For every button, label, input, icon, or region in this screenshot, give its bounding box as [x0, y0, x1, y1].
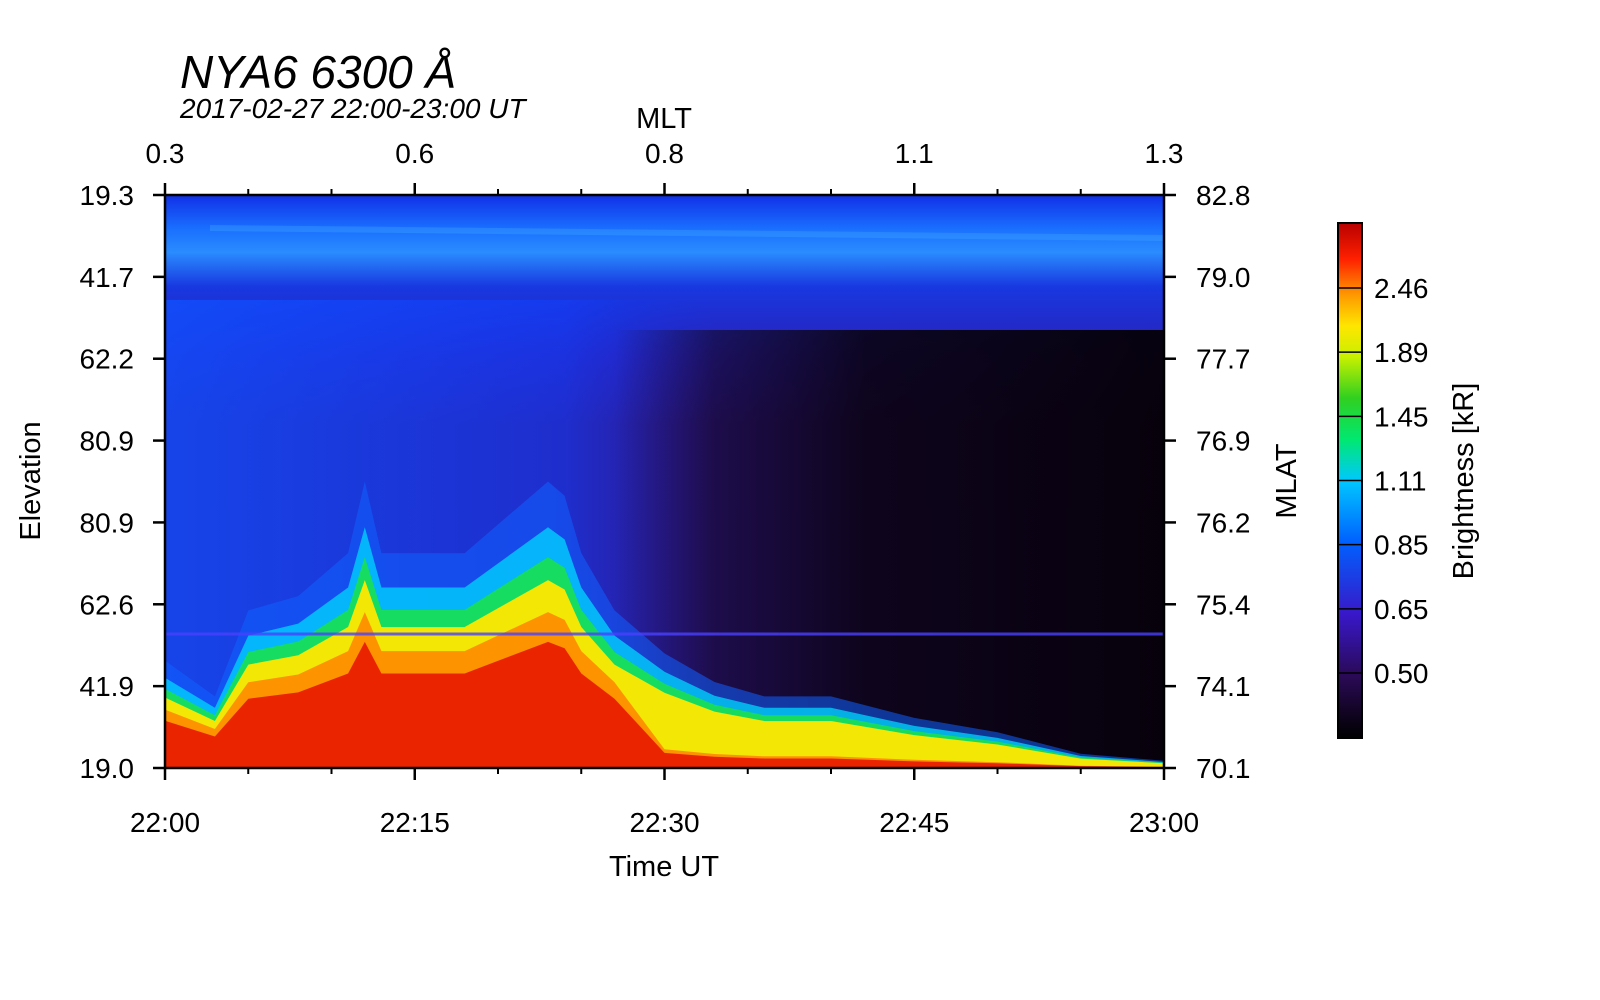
- right-tick-label: 76.2: [1196, 507, 1251, 538]
- colorbar-tick-label: 1.11: [1374, 466, 1426, 497]
- chart-subtitle: 2017-02-27 22:00-23:00 UT: [179, 93, 527, 124]
- top-tick-label: 0.3: [146, 138, 185, 169]
- heatmap-streak-upper: [209, 225, 1164, 241]
- x-tick-label: 22:30: [629, 807, 699, 838]
- y-tick-label: 41.9: [80, 671, 135, 702]
- colorbar-tick-label: 1.45: [1374, 401, 1429, 432]
- right-tick-label: 77.7: [1196, 344, 1251, 375]
- right-tick-label: 79.0: [1196, 262, 1251, 293]
- right-y-axis: 82.8 79.0 77.7 76.9 76.2 75.4 74.1 70.1: [1164, 180, 1251, 784]
- y-axis-label: Elevation: [15, 421, 47, 540]
- colorbar-tick-label: 0.85: [1374, 530, 1429, 561]
- top-tick-label: 1.3: [1145, 138, 1184, 169]
- right-axis-label: MLAT: [1271, 443, 1303, 518]
- y-tick-label: 62.2: [80, 344, 135, 375]
- colorbar-label: Brightness [kR]: [1448, 383, 1480, 580]
- colorbar-tick-label: 0.65: [1374, 594, 1429, 625]
- top-tick-label: 0.6: [395, 138, 434, 169]
- colorbar-tick-label: 1.89: [1374, 337, 1429, 368]
- intensity-layers: [165, 481, 1164, 768]
- colorbar-tick-label: 2.46: [1374, 273, 1429, 304]
- y-tick-label: 19.0: [80, 753, 135, 784]
- colorbar-tick-label: 0.50: [1374, 658, 1429, 689]
- top-tick-label: 0.8: [645, 138, 684, 169]
- top-x-axis: 0.3 0.6 0.8 1.1 1.3: [146, 138, 1184, 195]
- y-tick-label: 80.9: [80, 507, 135, 538]
- y-axis: 19.3 41.7 62.2 80.9 80.9 62.6 41.9 19.0: [80, 180, 165, 784]
- x-tick-label: 22:00: [130, 807, 200, 838]
- right-tick-label: 75.4: [1196, 589, 1251, 620]
- x-axis-label: Time UT: [609, 851, 719, 883]
- right-tick-label: 82.8: [1196, 180, 1251, 211]
- y-tick-label: 41.7: [80, 262, 135, 293]
- top-axis-label: MLT: [636, 103, 692, 135]
- top-tick-label: 1.1: [895, 138, 934, 169]
- y-tick-label: 80.9: [80, 426, 135, 457]
- chart-title: NYA6 6300 Å: [180, 46, 456, 98]
- heatmap-area: [165, 195, 1164, 768]
- x-tick-label: 22:15: [380, 807, 450, 838]
- right-tick-label: 70.1: [1196, 753, 1251, 784]
- band-red: [165, 641, 1164, 768]
- right-tick-label: 74.1: [1196, 671, 1251, 702]
- y-tick-label: 19.3: [80, 180, 135, 211]
- colorbar-ticks: 2.46 1.89 1.45 1.11 0.85 0.65 0.50: [1338, 273, 1429, 689]
- x-tick-label: 22:45: [879, 807, 949, 838]
- right-tick-label: 76.9: [1196, 426, 1251, 457]
- y-tick-label: 62.6: [80, 589, 135, 620]
- x-axis: 22:00 22:15 22:30 22:45 23:00: [130, 768, 1199, 838]
- x-tick-label: 23:00: [1129, 807, 1199, 838]
